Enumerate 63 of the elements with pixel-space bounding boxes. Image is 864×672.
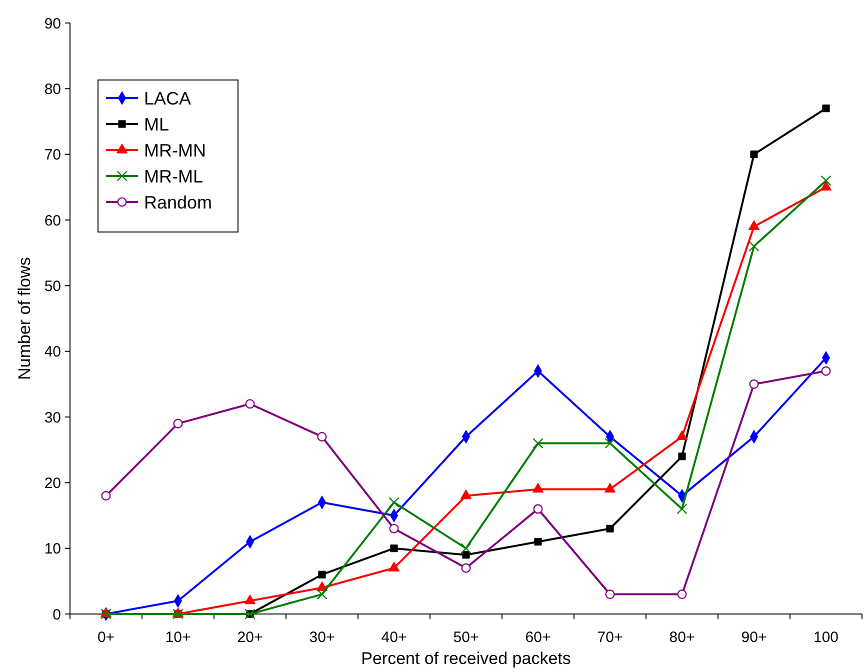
y-tick-label: 20: [44, 474, 61, 492]
x-tick-label: 40+: [381, 629, 407, 646]
y-tick-label: 80: [44, 80, 61, 98]
point: [245, 399, 255, 409]
legend-label: Random: [144, 192, 212, 212]
point: [821, 366, 831, 376]
y-tick-label: 60: [44, 212, 61, 230]
point: [676, 430, 688, 440]
point: [677, 590, 687, 600]
point: [389, 524, 399, 534]
point: [460, 489, 472, 500]
point: [678, 452, 686, 460]
point: [606, 524, 614, 532]
point: [676, 504, 688, 514]
y-tick-label: 30: [44, 409, 61, 426]
point: [820, 175, 832, 186]
point: [388, 497, 400, 508]
y-tick-label: 0: [52, 606, 61, 624]
x-tick-label: 60+: [525, 629, 551, 646]
y-tick-label: 90: [44, 15, 61, 32]
point: [318, 570, 326, 578]
point: [822, 104, 830, 112]
x-tick-label: 0+: [97, 629, 115, 646]
y-tick-label: 70: [44, 146, 61, 164]
point: [173, 418, 183, 428]
point: [316, 588, 328, 600]
point: [749, 379, 759, 389]
point: [533, 504, 543, 514]
point: [748, 220, 760, 230]
legend-label: ML: [144, 114, 170, 134]
y-tick-label: 50: [44, 278, 61, 295]
point: [820, 180, 832, 191]
point: [388, 562, 400, 572]
x-tick-label: 50+: [453, 629, 479, 646]
point: [317, 432, 327, 442]
x-tick-label: 80+: [669, 629, 695, 646]
point: [532, 438, 544, 449]
y-axis-title: Number of flows: [15, 257, 34, 380]
point: [390, 544, 398, 552]
point: [748, 240, 760, 252]
x-axis-title: Percent of received packets: [361, 649, 571, 668]
point: [461, 563, 471, 573]
point: [244, 594, 256, 604]
point: [604, 438, 616, 449]
x-tick-label: 90+: [741, 629, 767, 646]
x-tick-label: 20+: [237, 629, 263, 646]
point: [460, 543, 472, 554]
x-tick-label: 10+: [165, 629, 191, 646]
point: [605, 590, 615, 600]
point: [534, 538, 542, 546]
point: [532, 482, 544, 493]
x-tick-label: 70+: [597, 629, 623, 646]
legend-label: LACA: [144, 88, 192, 108]
point: [101, 491, 111, 501]
point: [462, 551, 470, 559]
legend-label: MR-ML: [144, 166, 203, 186]
legend-label: MR-MN: [144, 140, 206, 160]
y-tick-label: 40: [44, 344, 61, 361]
x-tick-label: 100: [813, 629, 839, 646]
x-tick-label: 30+: [309, 629, 335, 646]
point: [750, 150, 758, 158]
y-tick-label: 10: [44, 540, 61, 558]
point: [604, 482, 616, 493]
